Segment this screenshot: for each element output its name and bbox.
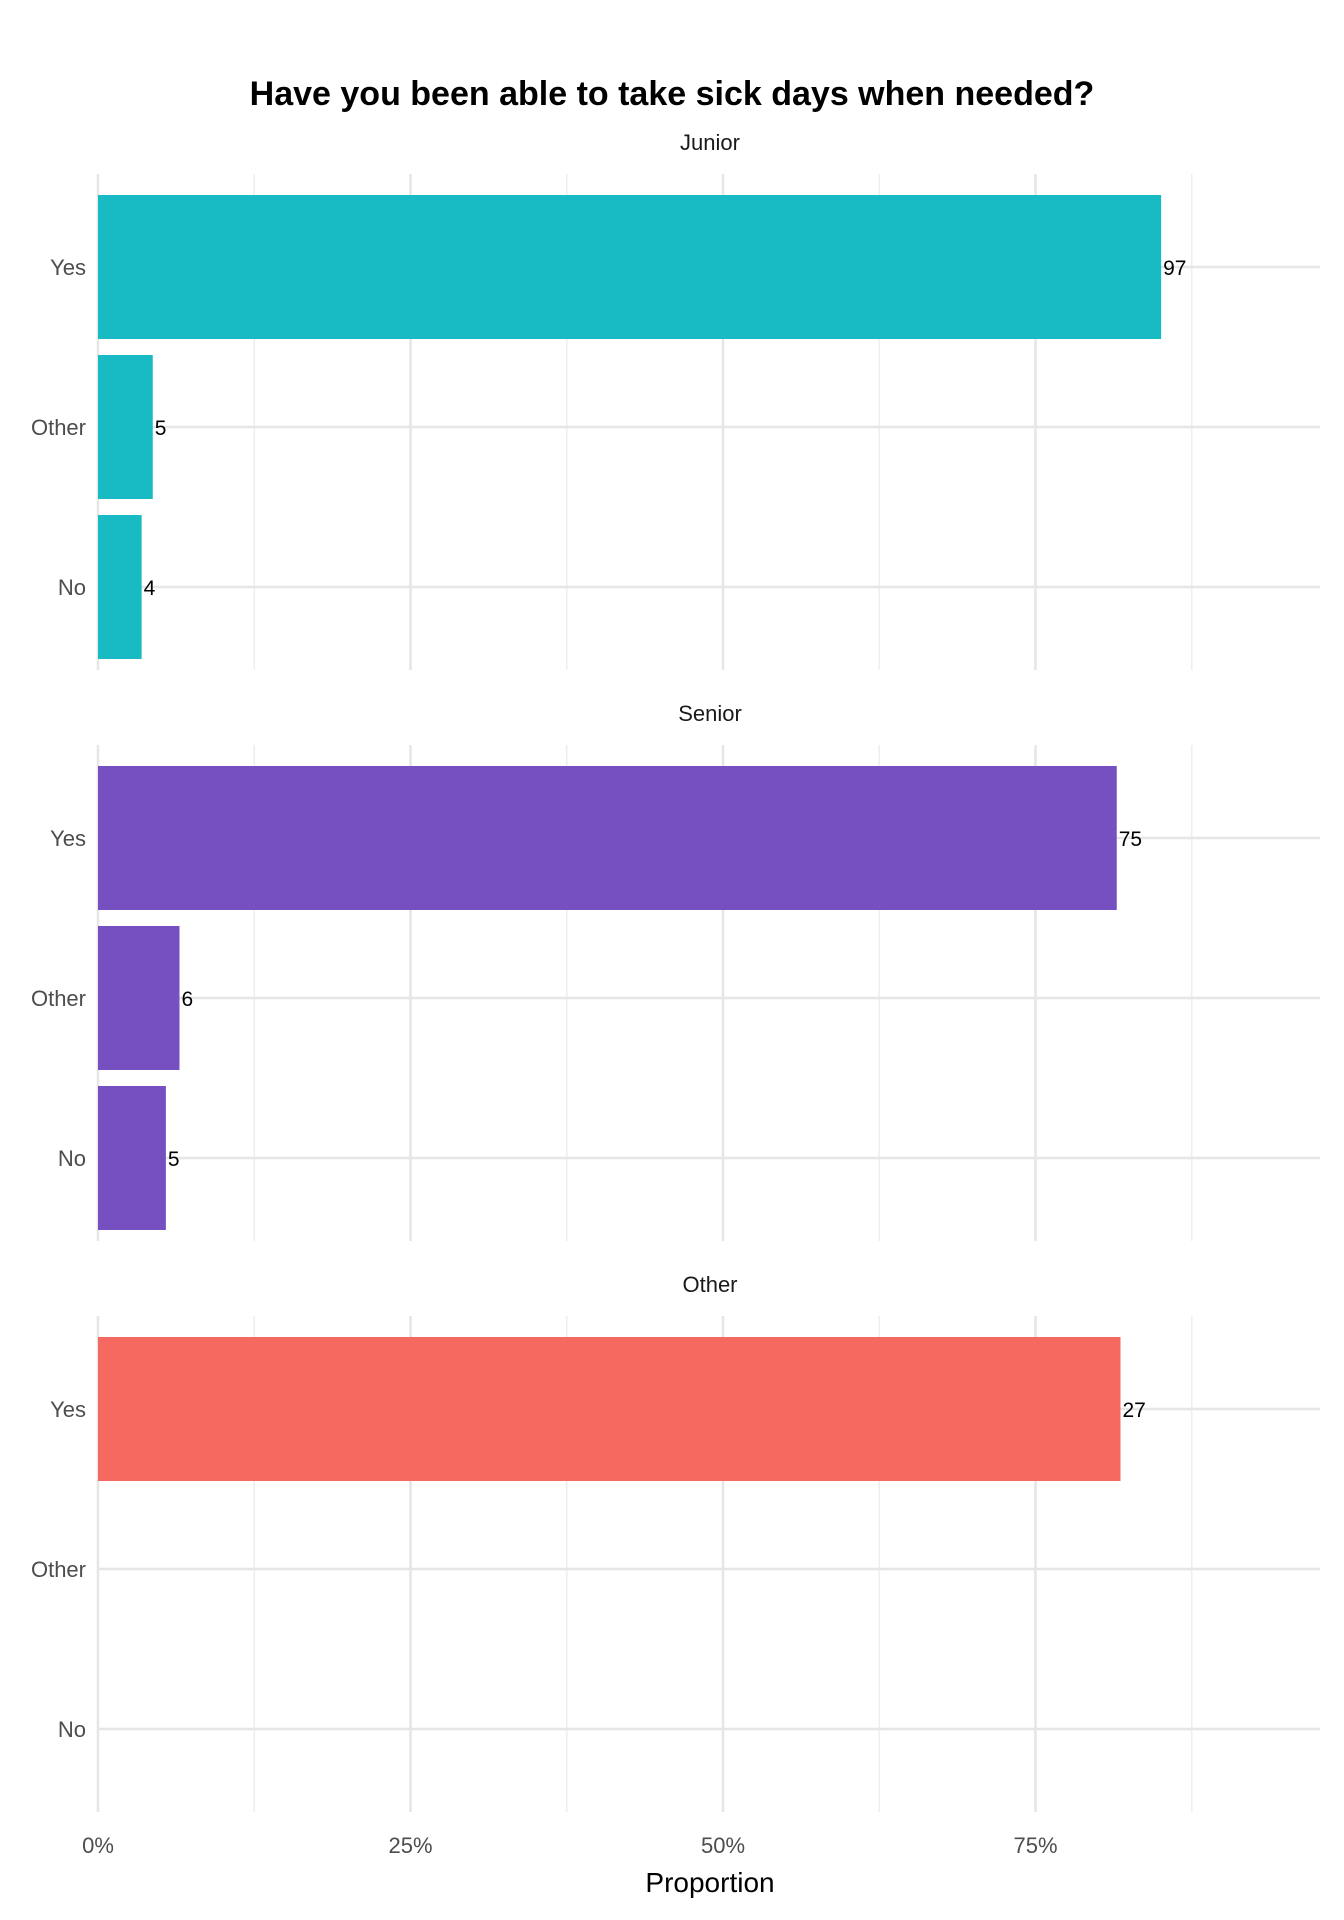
bar [98, 1086, 166, 1230]
bar [98, 195, 1162, 339]
bar [98, 515, 142, 659]
x-tick-label: 75% [1013, 1833, 1057, 1858]
data-label: 5 [155, 417, 167, 440]
x-tick-label: 25% [388, 1833, 432, 1858]
facet-title: Junior [680, 130, 740, 155]
data-label: 5 [168, 1148, 180, 1171]
bars-layer [98, 195, 1162, 1481]
data-label: 75 [1119, 828, 1142, 851]
data-label: 6 [182, 988, 194, 1011]
y-tick-label: No [58, 1717, 86, 1742]
x-tick-label: 50% [701, 1833, 745, 1858]
y-tick-label: Yes [50, 826, 86, 851]
y-tick-label: Other [31, 986, 86, 1011]
chart-title: Have you been able to take sick days whe… [250, 75, 1095, 113]
facet-title: Senior [678, 701, 742, 726]
data-label: 4 [144, 577, 156, 600]
y-tick-label: Other [31, 415, 86, 440]
y-tick-label: No [58, 575, 86, 600]
data-label: 27 [1123, 1399, 1146, 1422]
x-tick-label: 0% [82, 1833, 114, 1858]
y-tick-label: No [58, 1146, 86, 1171]
data-label: 97 [1163, 257, 1186, 280]
bar [98, 766, 1117, 910]
x-axis-label: Proportion [645, 1867, 774, 1898]
bar [98, 926, 180, 1070]
labels-layer: Yes Other No Junior 97 5 4 Yes Other No Senior 75 6 5… [31, 130, 1187, 1858]
bar [98, 355, 153, 499]
y-tick-label: Yes [50, 255, 86, 280]
bar [98, 1337, 1121, 1481]
y-tick-label: Other [31, 1557, 86, 1582]
facet-title: Other [682, 1272, 737, 1297]
y-tick-label: Yes [50, 1397, 86, 1422]
